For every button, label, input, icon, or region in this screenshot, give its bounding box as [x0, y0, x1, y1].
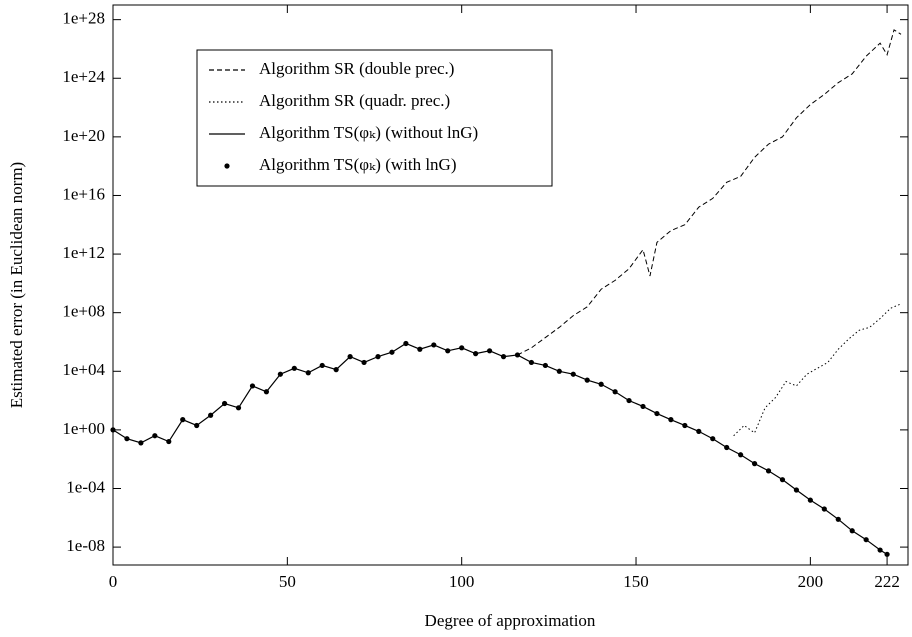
data-point: [710, 436, 716, 442]
data-point: [738, 452, 744, 458]
data-point: [570, 371, 576, 377]
data-point: [640, 403, 646, 410]
data-point: [361, 359, 367, 366]
data-point: [473, 351, 479, 357]
data-point: [696, 428, 702, 434]
data-point: [793, 487, 800, 493]
data-point: [152, 433, 158, 439]
data-point: [514, 352, 521, 358]
x-tick-label: 222: [874, 572, 900, 591]
data-point: [556, 368, 562, 374]
data-point: [333, 367, 339, 373]
series-line: [517, 29, 902, 356]
data-point: [500, 354, 507, 360]
x-axis-label: Degree of approximation: [425, 611, 596, 630]
data-point: [835, 516, 841, 522]
data-point: [194, 422, 200, 429]
legend-box: [196, 49, 553, 187]
data-point: [884, 551, 890, 557]
data-point: [305, 370, 311, 376]
data-point: [180, 417, 186, 423]
data-point: [542, 362, 548, 369]
data-point: [124, 436, 130, 442]
data-point: [319, 362, 325, 369]
data-point: [389, 349, 395, 355]
data-point: [528, 359, 535, 366]
legend-label: Algorithm SR (double prec.): [259, 59, 454, 78]
plot-frame: [112, 4, 909, 566]
data-point: [668, 417, 674, 423]
y-tick-label: 1e+04: [62, 360, 105, 379]
data-point: [347, 354, 353, 360]
x-tick-label: 50: [279, 572, 296, 591]
x-tick-label: 0: [109, 572, 118, 591]
data-point: [598, 381, 604, 387]
legend-marker: [224, 163, 230, 169]
x-tick-label: 150: [623, 572, 649, 591]
data-point: [277, 371, 283, 377]
data-point: [877, 547, 883, 553]
data-point: [584, 377, 590, 383]
series-line: [112, 342, 888, 555]
data-point: [375, 354, 381, 360]
y-tick-label: 1e+16: [62, 184, 105, 203]
legend-label: Algorithm SR (quadr. prec.): [259, 91, 450, 110]
data-point: [459, 345, 465, 351]
data-point: [486, 348, 493, 354]
y-tick-label: 1e-08: [66, 536, 105, 555]
data-point: [138, 440, 144, 446]
y-tick-label: 1e+28: [62, 9, 105, 28]
data-point: [403, 340, 409, 347]
data-point: [208, 412, 214, 418]
data-point: [821, 506, 827, 512]
data-point: [263, 389, 270, 395]
data-point: [849, 528, 855, 534]
y-tick-label: 1e+12: [62, 243, 105, 262]
y-tick-label: 1e+00: [62, 419, 105, 438]
data-point: [612, 389, 618, 395]
series-line: [733, 303, 902, 437]
data-point: [166, 438, 172, 445]
x-tick-label: 100: [449, 572, 475, 591]
data-point: [417, 346, 423, 352]
y-axis-label: Estimated error (in Euclidean norm): [7, 162, 26, 408]
y-tick-label: 1e+20: [62, 126, 105, 145]
data-point: [110, 427, 116, 433]
data-point: [445, 348, 451, 354]
y-tick-label: 1e-04: [66, 477, 105, 496]
data-point: [724, 444, 730, 451]
data-point: [682, 422, 688, 429]
data-point: [863, 537, 869, 543]
legend-label: Algorithm TS(φₖ) (without lnG): [259, 123, 478, 142]
data-point: [431, 342, 437, 348]
legend-label: Algorithm TS(φₖ) (with lnG): [259, 155, 457, 174]
data-point: [235, 405, 242, 411]
data-point: [807, 497, 813, 503]
data-point: [291, 365, 297, 371]
data-point: [626, 397, 632, 404]
y-tick-label: 1e+24: [62, 67, 105, 86]
data-point: [249, 383, 256, 389]
data-point: [779, 477, 786, 483]
data-point: [654, 410, 660, 417]
data-point: [751, 461, 758, 467]
x-tick-label: 200: [798, 572, 824, 591]
data-point: [765, 468, 772, 474]
data-point: [221, 400, 228, 407]
y-tick-label: 1e+08: [62, 302, 105, 321]
